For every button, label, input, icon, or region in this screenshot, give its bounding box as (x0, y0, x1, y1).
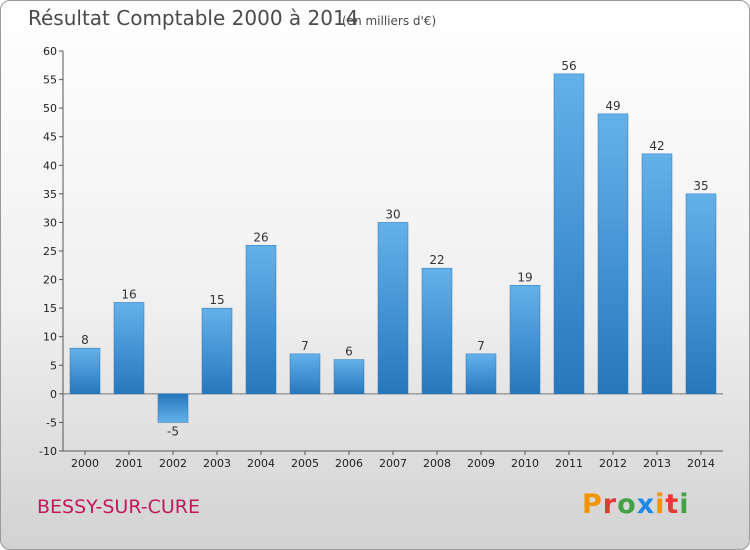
chart-title: Résultat Comptable 2000 à 2014 (28, 6, 359, 30)
value-label-2006: 6 (345, 345, 353, 359)
value-label-2001: 16 (121, 287, 136, 301)
chart-subtitle: (en milliers d'€) (342, 14, 437, 28)
value-label-2014: 35 (693, 179, 708, 193)
x-tick-label: 2011 (555, 457, 583, 470)
x-tick-label: 2009 (467, 457, 495, 470)
value-label-2012: 49 (605, 99, 620, 113)
y-tick-label: 60 (43, 45, 57, 58)
x-tick-label: 2013 (643, 457, 671, 470)
y-tick-label: 20 (43, 274, 57, 287)
bar-2006 (333, 359, 365, 395)
place-name: BESSY-SUR-CURE (37, 496, 201, 518)
x-tick-label: 2001 (115, 457, 143, 470)
y-tick-label: 10 (43, 331, 57, 344)
bar-2014 (685, 193, 717, 395)
y-tick-label: 55 (43, 74, 57, 87)
value-labels: 8 16 -5 15 26 7 6 30 22 7 19 56 49 42 35 (81, 59, 708, 439)
bar-2001 (113, 302, 145, 395)
bar-2011 (553, 73, 585, 395)
bars (69, 73, 717, 423)
y-tick-label: -5 (46, 416, 57, 429)
value-label-2009: 7 (477, 339, 485, 353)
bar-2010 (509, 285, 541, 395)
value-label-2004: 26 (253, 230, 268, 244)
y-tick-label: 50 (43, 102, 57, 115)
x-tick-label: 2014 (687, 457, 715, 470)
y-tick-label: 15 (43, 302, 57, 315)
x-tick-label: 2004 (247, 457, 275, 470)
bar-2002 (157, 393, 189, 423)
value-label-2005: 7 (301, 339, 309, 353)
value-label-2007: 30 (385, 207, 400, 221)
y-tick-label: 30 (43, 216, 57, 229)
y-tick-label: -10 (39, 445, 57, 458)
bar-2005 (289, 353, 321, 395)
y-tick-label: 5 (50, 359, 57, 372)
y-tick-label: 35 (43, 188, 57, 201)
y-tick-label: 25 (43, 245, 57, 258)
bar-2009 (465, 353, 497, 395)
bar-2012 (597, 113, 629, 395)
x-tick-label: 2010 (511, 457, 539, 470)
y-tick-label: 40 (43, 159, 57, 172)
value-label-2000: 8 (81, 333, 89, 347)
bar-2000 (69, 347, 101, 395)
brand-logo: Proxiti (582, 489, 690, 520)
bar-2008 (421, 267, 453, 395)
value-label-2010: 19 (517, 270, 532, 284)
x-tick-label: 2003 (203, 457, 231, 470)
value-label-2008: 22 (429, 253, 444, 267)
x-tick-label: 2012 (599, 457, 627, 470)
x-tick-label: 2005 (291, 457, 319, 470)
value-label-2003: 15 (209, 293, 224, 307)
x-tick-label: 2000 (71, 457, 99, 470)
bar-2003 (201, 307, 233, 395)
value-label-2011: 56 (561, 59, 576, 73)
axes: -10 -5 0 5 10 15 20 25 30 35 40 45 50 55 60 2000 2001 200… (39, 45, 723, 470)
value-label-2013: 42 (649, 139, 664, 153)
bar-2013 (641, 153, 673, 395)
x-tick-label: 2006 (335, 457, 363, 470)
y-tick-label: 45 (43, 131, 57, 144)
x-tick-label: 2007 (379, 457, 407, 470)
value-label-2002: -5 (167, 424, 179, 438)
bar-2007 (377, 222, 409, 395)
x-tick-label: 2002 (159, 457, 187, 470)
y-tick-label: 0 (50, 388, 57, 401)
bar-2004 (245, 245, 277, 395)
x-tick-label: 2008 (423, 457, 451, 470)
